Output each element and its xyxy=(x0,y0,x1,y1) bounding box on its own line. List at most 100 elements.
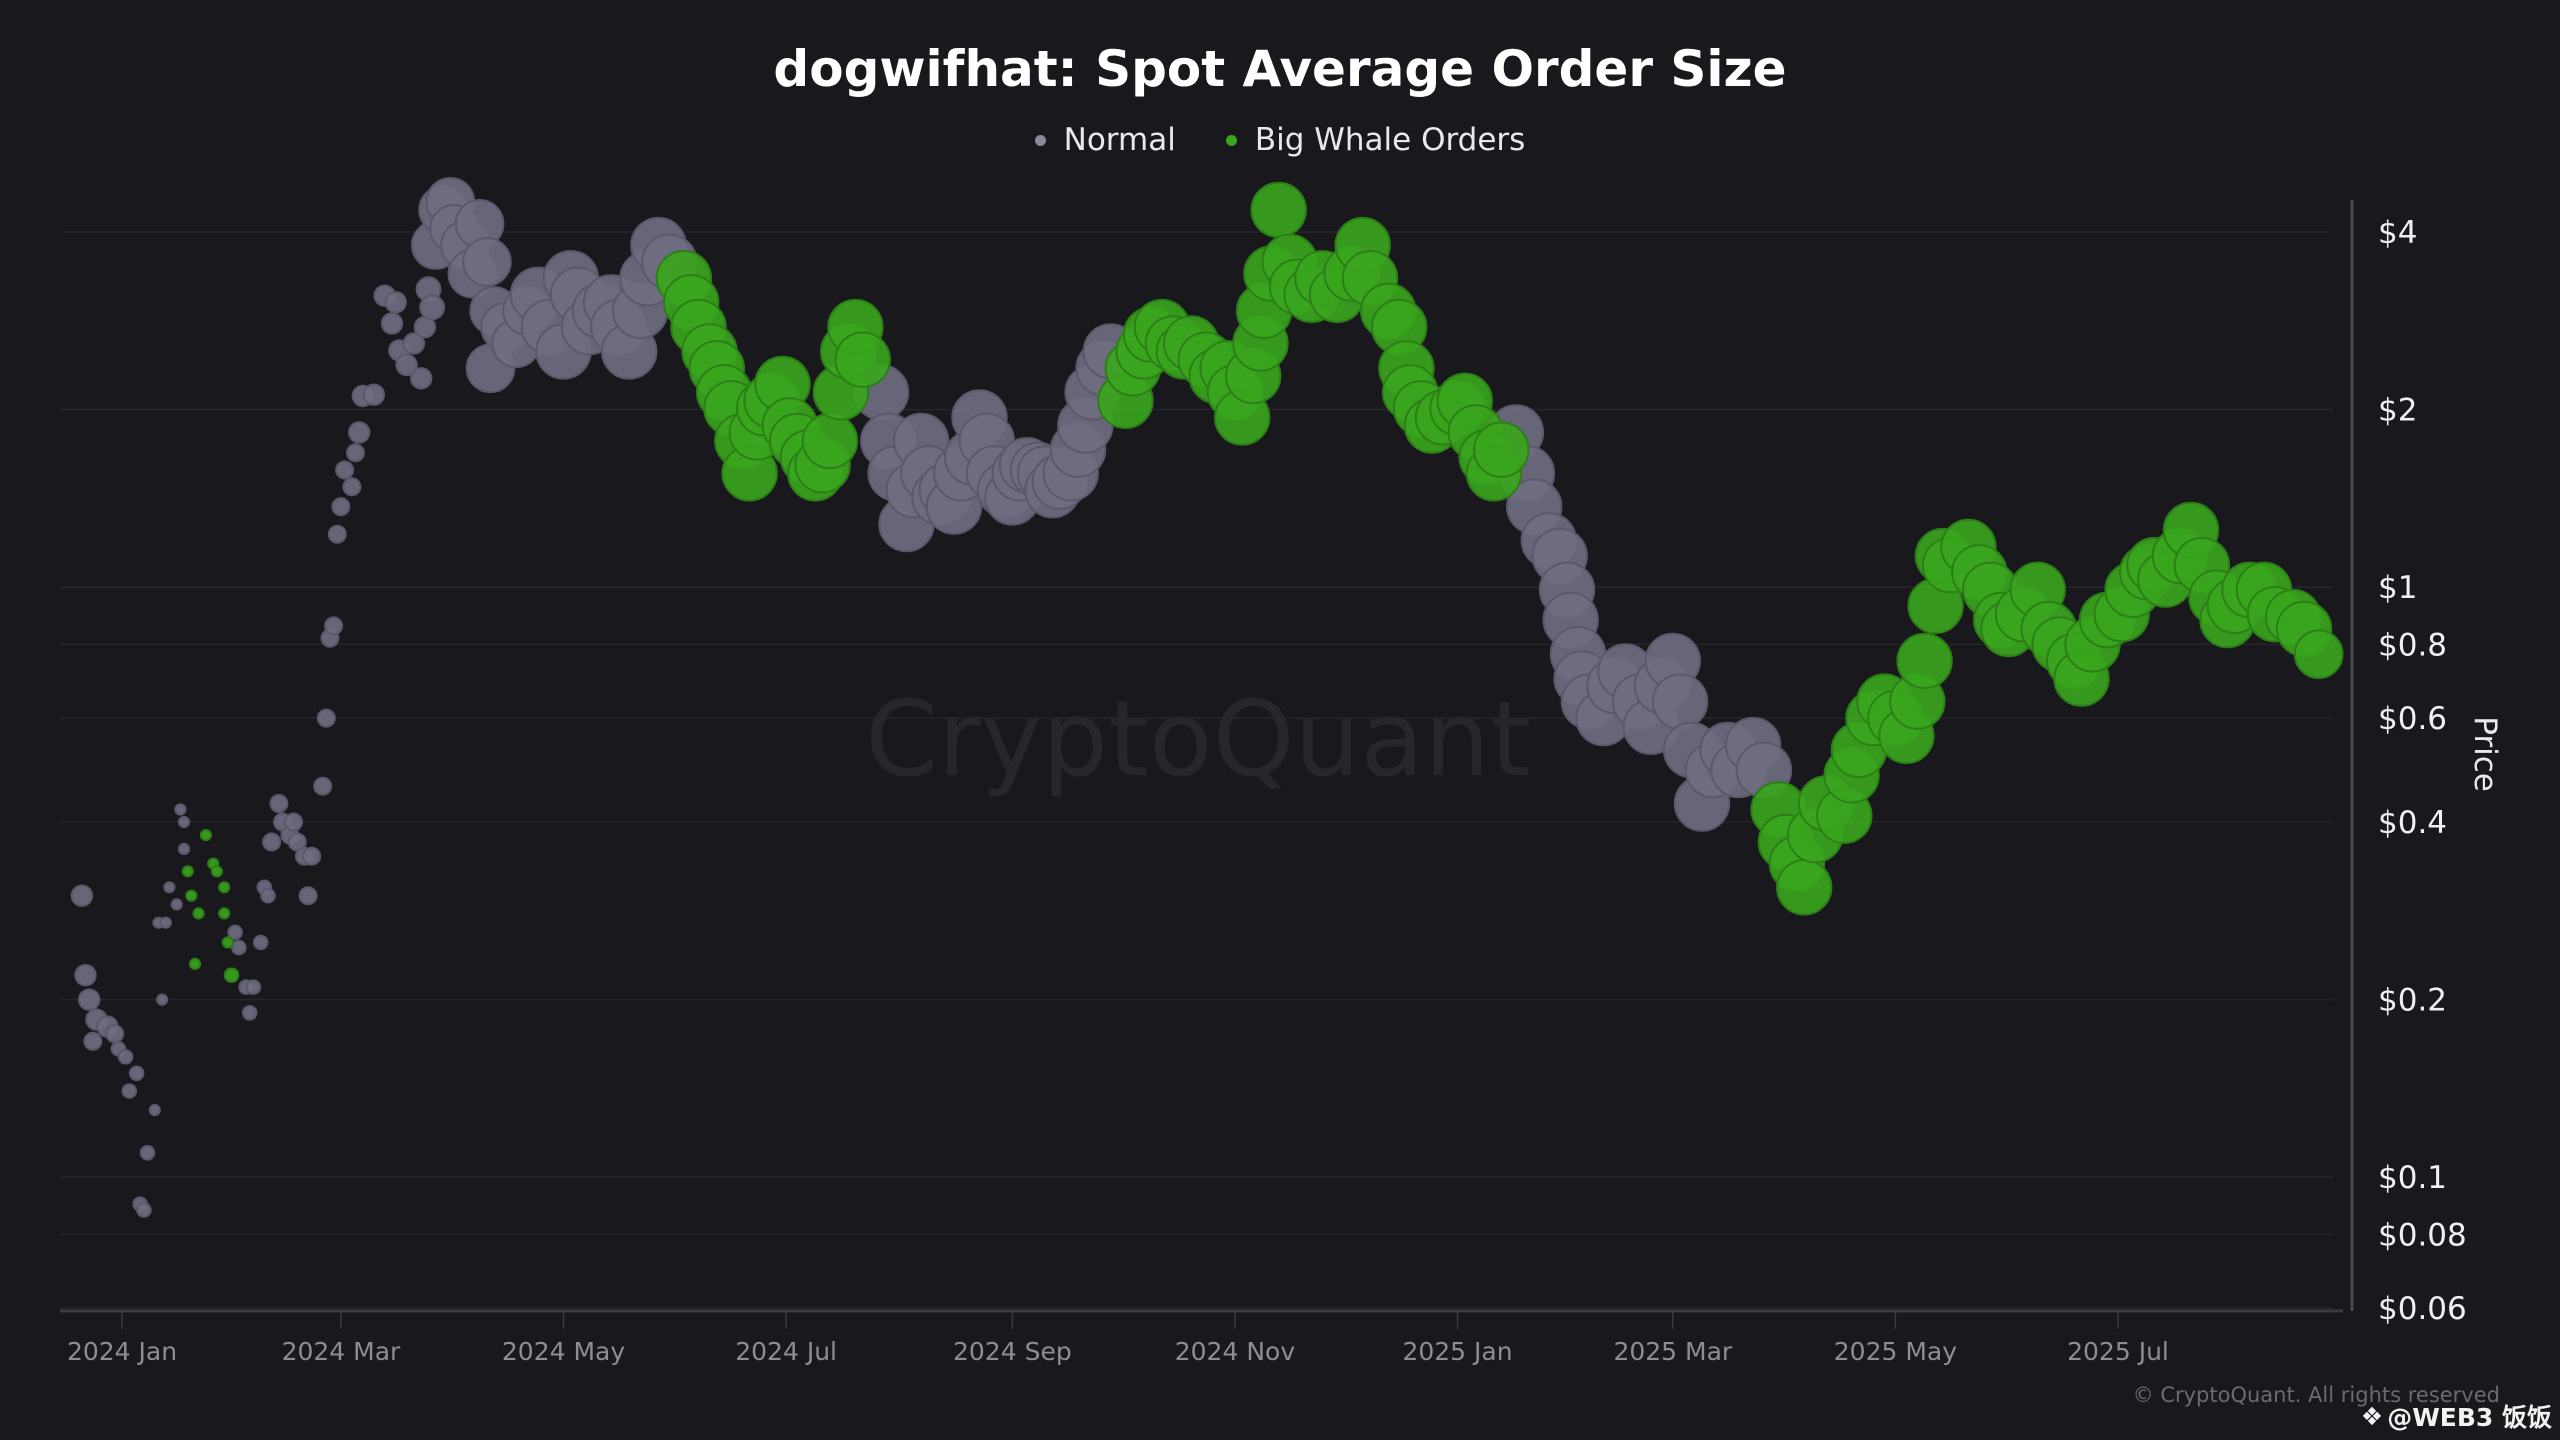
normal-point xyxy=(262,832,282,852)
x-tick-label: 2025 Mar xyxy=(1613,1337,1732,1366)
normal-point xyxy=(342,477,362,497)
y-tick-label: $0.4 xyxy=(2378,805,2447,841)
whale-point xyxy=(185,889,198,902)
whale-point xyxy=(188,957,202,970)
whale-point xyxy=(218,907,231,920)
overlay-watermark-text: @WEB3 饭饭 xyxy=(2387,1403,2552,1432)
normal-point xyxy=(260,887,276,904)
normal-point xyxy=(159,916,172,929)
axes: $4 $2 $1 $0.8 $0.6 $0.4 $0.2 $0.1 $0.08 $0.06 2024… xyxy=(60,200,2467,1366)
normal-point xyxy=(346,443,365,463)
x-tick-label: 2024 Mar xyxy=(282,1337,401,1366)
normal-point xyxy=(384,291,407,314)
y-tick-label: $0.08 xyxy=(2378,1217,2467,1253)
watermark: CryptoQuant xyxy=(865,678,1531,800)
normal-point xyxy=(1651,673,1709,730)
normal-point xyxy=(148,1103,161,1117)
normal-point xyxy=(252,934,269,951)
normal-point xyxy=(170,898,183,911)
whale-point xyxy=(223,967,240,984)
x-tick-label: 2024 Jan xyxy=(67,1337,177,1366)
normal-point xyxy=(324,616,344,636)
normal-point xyxy=(298,886,318,906)
whale-point xyxy=(181,865,194,878)
y-tick-label: $1 xyxy=(2378,570,2417,606)
normal-point xyxy=(395,353,418,377)
normal-point xyxy=(410,367,433,390)
normal-point xyxy=(380,312,404,335)
y-tick-label: $0.6 xyxy=(2378,701,2447,737)
overlay-watermark: ❖ @WEB3 饭饭 xyxy=(2361,1398,2552,1434)
normal-point xyxy=(177,842,191,856)
normal-point xyxy=(245,979,262,995)
normal-point xyxy=(402,332,426,355)
normal-point xyxy=(241,1005,258,1021)
normal-point xyxy=(231,939,247,956)
x-tick-label: 2025 Jul xyxy=(2067,1337,2169,1366)
normal-point xyxy=(462,237,512,287)
x-tick-label: 2024 Nov xyxy=(1175,1337,1296,1366)
diamond-logo-icon: ❖ xyxy=(2360,1401,2384,1431)
whale-point xyxy=(801,412,859,470)
normal-point xyxy=(136,1202,152,1218)
legend-item-normal[interactable]: Normal xyxy=(1034,122,1176,158)
whale-point xyxy=(192,907,205,920)
whale-point xyxy=(1250,181,1307,239)
normal-point xyxy=(163,881,176,894)
whale-point xyxy=(834,331,891,388)
normal-point xyxy=(83,1031,103,1051)
legend: Normal Big Whale Orders xyxy=(0,122,2560,158)
y-tick-label: $0.06 xyxy=(2378,1291,2467,1327)
whale-point xyxy=(199,829,212,842)
y-tick-label: $0.8 xyxy=(2378,627,2447,663)
normal-point xyxy=(331,497,351,517)
normal-point xyxy=(78,988,101,1011)
normal-point xyxy=(327,524,347,544)
normal-point xyxy=(117,1049,134,1065)
normal-point xyxy=(177,815,191,829)
y-tick-label: $0.2 xyxy=(2378,983,2447,1019)
y-tick-label: $0.1 xyxy=(2378,1160,2447,1196)
normal-point xyxy=(156,993,169,1006)
y-axis-label: Price xyxy=(2467,716,2503,792)
whale-point xyxy=(210,865,223,878)
x-tick-label: 2024 May xyxy=(502,1337,625,1366)
normal-point xyxy=(121,1083,138,1099)
whale-point xyxy=(1896,632,1953,690)
normal-point xyxy=(128,1065,145,1082)
series-big-whale-orders xyxy=(181,181,2344,984)
whale-point xyxy=(2293,629,2344,680)
normal-point xyxy=(335,460,355,480)
copyright-text: © CryptoQuant. All rights reserved xyxy=(2132,1383,2500,1407)
normal-point xyxy=(419,294,446,321)
normal-point xyxy=(70,884,94,907)
x-tick-label: 2024 Jul xyxy=(735,1337,837,1366)
chart-title: dogwifhat: Spot Average Order Size xyxy=(773,40,1787,98)
whale-point xyxy=(1473,421,1530,478)
y-tick-label: $2 xyxy=(2378,393,2417,429)
normal-point xyxy=(227,924,243,941)
normal-point xyxy=(269,794,289,813)
normal-point xyxy=(316,708,336,728)
whale-point xyxy=(1776,859,1833,916)
normal-point xyxy=(362,383,385,406)
whale-point xyxy=(221,936,234,949)
normal-point xyxy=(284,812,303,832)
legend-dot-normal xyxy=(1034,134,1046,146)
normal-point xyxy=(105,1024,125,1044)
legend-item-whale[interactable]: Big Whale Orders xyxy=(1225,122,1526,158)
normal-point xyxy=(174,803,187,816)
legend-label-normal: Normal xyxy=(1063,122,1176,158)
normal-point xyxy=(313,776,333,796)
normal-point xyxy=(74,964,97,987)
data-points xyxy=(70,177,2344,1218)
x-tick-label: 2025 May xyxy=(1834,1337,1957,1366)
y-tick-label: $4 xyxy=(2378,215,2417,251)
legend-label-whale: Big Whale Orders xyxy=(1254,122,1526,158)
normal-point xyxy=(348,421,371,444)
x-tick-label: 2025 Jan xyxy=(1402,1337,1512,1366)
x-tick-label: 2024 Sep xyxy=(953,1337,1072,1366)
normal-point xyxy=(302,846,322,866)
whale-point xyxy=(218,881,231,894)
